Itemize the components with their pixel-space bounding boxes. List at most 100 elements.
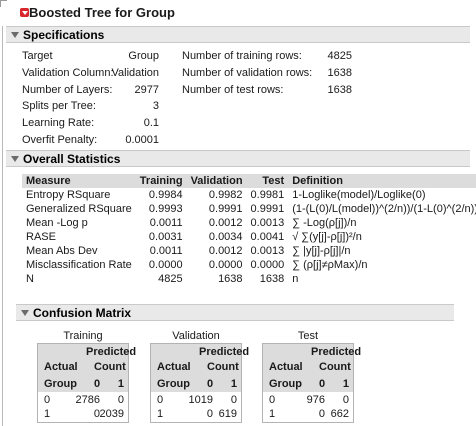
overall-statistics-table: Measure Training Validation Test Definition … <box>22 174 476 286</box>
column-header: Test <box>246 174 289 188</box>
value-cell: 0.9981 <box>250 189 285 201</box>
value-cell: 0.9984 <box>148 189 183 201</box>
row-label: 0 <box>269 394 276 406</box>
column-header: Validation <box>186 174 247 188</box>
measure-cell: RASE <box>26 231 56 243</box>
count-cell: 0 <box>206 408 213 420</box>
spec-label: Learning Rate: <box>22 117 95 130</box>
column-header: Definition <box>288 174 476 188</box>
value-cell: 0.0041 <box>250 231 285 243</box>
matrix-title: Test <box>297 330 319 342</box>
spec-label: Number of test rows: <box>182 83 284 96</box>
disclosure-icon[interactable] <box>21 309 29 316</box>
definition-cell: n <box>292 273 299 285</box>
report-title: Boosted Tree for Group <box>29 5 175 20</box>
matrix-title: Training <box>63 330 103 342</box>
col-1-label: 1 <box>230 378 237 390</box>
count-cell: 0 <box>230 394 237 406</box>
table-row: Entropy RSquare 0.9984 0.9982 0.9981 1-Logli… <box>22 188 476 202</box>
row-label: 0 <box>44 394 51 406</box>
specifications-title: Specifications <box>23 27 105 42</box>
count-cell: 0 <box>342 394 349 406</box>
count-cell: 1019 <box>188 394 213 406</box>
table-row: Misclassification Rate 0.0000 0.0000 0.0000… <box>22 258 476 272</box>
value-cell: 0.0012 <box>208 245 243 257</box>
column-header: Training <box>135 174 187 188</box>
spec-value: 1638 <box>327 83 352 96</box>
actual-label: Actual <box>157 361 191 373</box>
confusion-matrix-test: Predicted Actual Count Group 0 1 0 976 0 1 0 662 <box>262 343 361 423</box>
col-0-label: 0 <box>207 378 214 390</box>
column-header: Measure <box>22 174 136 188</box>
table-row: N 4825 1638 1638 n <box>22 272 476 286</box>
measure-cell: Generalized RSquare <box>26 203 132 215</box>
group-row: Group 0 1 <box>263 378 353 392</box>
title-bar: Boosted Tree for Group <box>6 3 476 21</box>
row-label: 1 <box>269 408 276 420</box>
value-cell: 0.9993 <box>148 203 183 215</box>
confusion-matrix-title: Confusion Matrix <box>33 305 131 320</box>
spec-label: Validation Column: <box>22 66 114 79</box>
col-1-label: 1 <box>117 378 124 390</box>
count-label: Count <box>319 361 351 373</box>
confusion-matrix-header[interactable]: Confusion Matrix <box>16 304 454 321</box>
count-label: Count <box>94 361 126 373</box>
value-cell: 1638 <box>218 273 243 285</box>
spec-value: 2977 <box>134 83 159 96</box>
count-cell: 0 <box>318 408 325 420</box>
spec-label: Number of validation rows: <box>182 66 313 79</box>
value-cell: 0.0034 <box>208 231 243 243</box>
value-cell: 0.0013 <box>250 217 285 229</box>
count-cell: 0 <box>117 394 124 406</box>
spec-value: Group <box>128 50 159 62</box>
table-row: RASE 0.0031 0.0034 0.0041 √ ∑(y[j]-ρ[j])²/n <box>22 230 476 244</box>
spec-label: Target <box>22 50 53 62</box>
specifications-header[interactable]: Specifications <box>6 26 470 43</box>
measure-cell: Entropy RSquare <box>26 189 111 201</box>
spec-label: Overfit Penalty: <box>22 134 98 146</box>
predicted-label: Predicted <box>86 346 137 358</box>
measure-cell: Mean -Log p <box>26 217 88 229</box>
matrix-header: Predicted Actual Count <box>38 344 136 378</box>
value-cell: 0.0000 <box>208 259 243 271</box>
col-1-label: 1 <box>342 378 349 390</box>
table-row: Mean -Log p 0.0011 0.0012 0.0013 ∑ -Log(ρ[j]… <box>22 216 476 230</box>
definition-cell: 1-Loglike(model)/Loglike(0) <box>292 189 426 201</box>
disclosure-icon[interactable] <box>11 31 19 38</box>
spec-value: 1638 <box>327 66 352 79</box>
value-cell: 0.0012 <box>208 217 243 229</box>
count-cell: 0 <box>93 408 100 420</box>
spec-label: Number of Layers: <box>22 83 113 96</box>
panel-corner <box>0 0 7 7</box>
count-cell: 2039 <box>99 408 124 420</box>
actual-label: Actual <box>269 361 303 373</box>
spec-value: 0.0001 <box>125 134 159 146</box>
definition-cell: ∑ |y[j]-ρ[j]|/n <box>292 245 351 257</box>
definition-cell: ∑ -Log(ρ[j])/n <box>292 217 357 229</box>
value-cell: 0.0011 <box>149 217 183 229</box>
measure-cell: Misclassification Rate <box>26 259 132 271</box>
value-cell: 0.0011 <box>149 245 183 257</box>
measure-cell: N <box>26 273 34 285</box>
predicted-label: Predicted <box>199 346 250 358</box>
measure-cell: Mean Abs Dev <box>26 245 98 257</box>
matrix-title: Validation <box>172 330 220 342</box>
table-row: Mean Abs Dev 0.0011 0.0012 0.0013 ∑ |y[j]-ρ[… <box>22 244 476 258</box>
outline-rule <box>2 26 3 426</box>
group-label: Group <box>269 378 302 390</box>
spec-value: 4825 <box>327 50 352 62</box>
actual-label: Actual <box>44 361 78 373</box>
value-cell: 0.9982 <box>208 189 243 201</box>
spec-value: Validation <box>111 66 160 79</box>
value-cell: 1638 <box>259 273 285 285</box>
overall-statistics-title: Overall Statistics <box>23 151 121 166</box>
spec-value: 3 <box>152 100 159 113</box>
overall-statistics-header[interactable]: Overall Statistics <box>6 150 470 167</box>
red-triangle-menu-icon[interactable] <box>20 8 29 17</box>
group-row: Group 0 1 <box>38 378 128 392</box>
definition-cell: √ ∑(y[j]-ρ[j])²/n <box>292 231 362 243</box>
disclosure-icon[interactable] <box>11 155 19 162</box>
value-cell: 4825 <box>158 273 183 285</box>
count-cell: 976 <box>306 394 325 406</box>
row-label: 0 <box>157 394 164 406</box>
